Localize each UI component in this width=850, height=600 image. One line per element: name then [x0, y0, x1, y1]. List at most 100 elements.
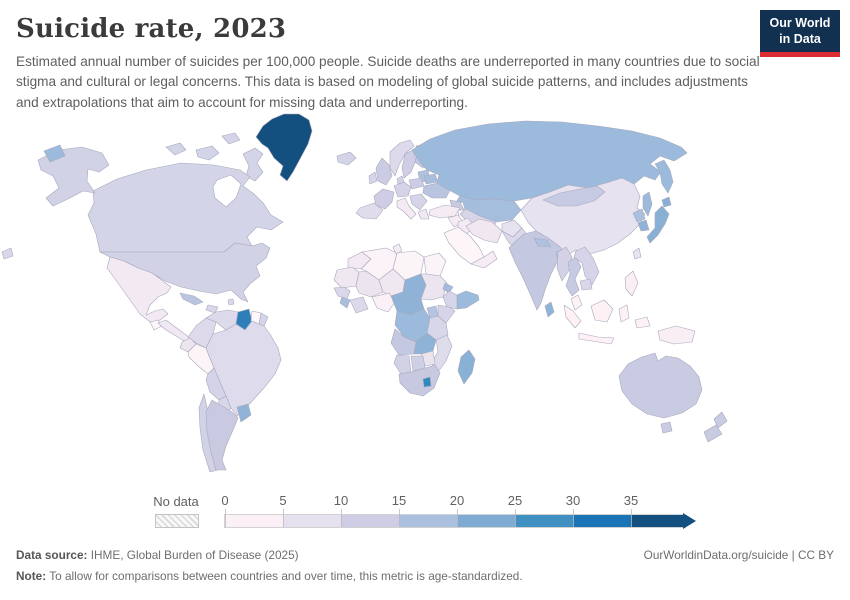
owid-logo-line1: Our World	[769, 16, 831, 30]
region-map-edge-fragment[interactable]	[1, 247, 14, 260]
legend-bin-35+[interactable]	[631, 515, 683, 527]
region-italy[interactable]	[396, 197, 417, 220]
region-myanmar[interactable]	[556, 246, 573, 282]
region-canada-arctic-islands[interactable]	[242, 147, 264, 182]
note-label: Note:	[16, 568, 47, 583]
region-indonesia-sumatra[interactable]	[563, 304, 582, 329]
chart-header: Suicide rate, 2023 Estimated annual numb…	[0, 0, 850, 113]
attribution-link[interactable]: OurWorldinData.org/suicide | CC BY	[643, 548, 834, 562]
owid-logo[interactable]: Our World in Data	[760, 10, 840, 57]
region-greenland[interactable]	[255, 113, 313, 182]
region-nigeria[interactable]	[371, 292, 396, 313]
region-alaska[interactable]	[37, 146, 110, 207]
legend-bin-30-35[interactable]	[573, 515, 631, 527]
region-central-america[interactable]	[157, 319, 191, 343]
region-japan[interactable]	[646, 205, 670, 244]
region-spain-portugal[interactable]	[355, 202, 384, 220]
region-south-korea[interactable]	[637, 219, 650, 232]
region-south-africa[interactable]	[398, 364, 441, 397]
legend-tick-label-30: 30	[565, 493, 581, 508]
world-choropleth-map	[1, 113, 728, 473]
legend-bin-5-10[interactable]	[283, 515, 341, 527]
region-indonesia-borneo[interactable]	[590, 299, 614, 323]
no-data-swatch[interactable]	[155, 514, 199, 528]
region-thailand[interactable]	[565, 256, 582, 297]
region-mongolia[interactable]	[542, 185, 606, 207]
region-caribbean-islands[interactable]	[227, 298, 235, 306]
region-sudan[interactable]	[420, 273, 448, 301]
region-french-guiana[interactable]	[258, 312, 269, 327]
legend-bin-10-15[interactable]	[341, 515, 399, 527]
region-belarus[interactable]	[423, 173, 439, 185]
region-united-kingdom[interactable]	[375, 157, 393, 186]
region-central-europe[interactable]	[393, 181, 412, 198]
region-australia[interactable]	[618, 352, 703, 419]
region-somalia[interactable]	[456, 290, 480, 310]
region-north-korea[interactable]	[632, 208, 646, 223]
legend-bar	[224, 514, 684, 528]
region-canada-arctic-islands[interactable]	[195, 145, 220, 161]
note-value: To allow for comparisons between countri…	[46, 568, 523, 583]
region-guinea[interactable]	[339, 296, 351, 309]
legend-bin-20-25[interactable]	[457, 515, 515, 527]
region-west-africa-coast[interactable]	[349, 296, 369, 314]
region-india[interactable]	[508, 230, 567, 311]
region-mozambique[interactable]	[430, 334, 453, 373]
region-sakhalin[interactable]	[642, 191, 653, 217]
region-indonesia-sulawesi[interactable]	[618, 304, 630, 323]
region-madagascar[interactable]	[457, 349, 476, 385]
region-mauritania[interactable]	[333, 266, 360, 289]
legend-tick-mark	[457, 509, 458, 527]
no-data-label: No data	[153, 494, 199, 509]
page-title: Suicide rate, 2023	[16, 14, 287, 44]
region-namibia[interactable]	[393, 354, 412, 375]
region-bolivia[interactable]	[205, 367, 227, 401]
region-senegal[interactable]	[333, 286, 351, 300]
note-line: Note: To allow for comparisons between c…	[16, 566, 523, 587]
region-kamchatka[interactable]	[654, 159, 674, 194]
region-ireland[interactable]	[368, 171, 378, 185]
region-mexico[interactable]	[106, 256, 172, 323]
region-brazil[interactable]	[205, 320, 282, 417]
region-southeast-europe[interactable]	[409, 193, 428, 211]
region-new-zealand-south[interactable]	[703, 424, 723, 443]
region-uruguay[interactable]	[236, 403, 252, 423]
region-poland[interactable]	[408, 177, 425, 190]
region-canada-arctic-islands[interactable]	[221, 132, 241, 145]
region-russia[interactable]	[411, 120, 688, 202]
region-nepal[interactable]	[533, 237, 552, 248]
region-new-guinea[interactable]	[657, 325, 696, 345]
region-chukotka[interactable]	[43, 144, 66, 163]
world-map-container	[0, 106, 850, 495]
region-taiwan[interactable]	[632, 247, 642, 260]
region-argentina[interactable]	[205, 399, 239, 471]
legend-tick-label-20: 20	[449, 493, 465, 508]
region-iceland[interactable]	[336, 151, 357, 166]
legend-tick-label-35: 35	[623, 493, 639, 508]
region-cambodia[interactable]	[579, 278, 593, 291]
region-egypt[interactable]	[423, 252, 447, 277]
legend-bin-25-30[interactable]	[515, 515, 573, 527]
region-kenya[interactable]	[437, 304, 456, 324]
region-colombia[interactable]	[187, 317, 217, 349]
region-lesotho[interactable]	[422, 376, 432, 388]
region-tasmania[interactable]	[660, 421, 673, 434]
region-indonesia-java[interactable]	[578, 332, 615, 345]
region-japan-hokkaido[interactable]	[661, 196, 672, 208]
legend-bin-15-20[interactable]	[399, 515, 457, 527]
legend-bin-0-5[interactable]	[225, 515, 283, 527]
region-tunisia[interactable]	[392, 243, 403, 255]
legend-tick-mark	[631, 509, 632, 527]
region-laos-vietnam[interactable]	[573, 246, 600, 286]
region-philippines[interactable]	[624, 270, 639, 297]
region-yemen-oman[interactable]	[470, 250, 498, 269]
region-iran[interactable]	[465, 218, 503, 244]
legend-tick-mark	[515, 509, 516, 527]
region-canada-arctic-islands[interactable]	[165, 142, 187, 156]
region-cuba[interactable]	[179, 292, 204, 306]
region-sri-lanka[interactable]	[544, 301, 555, 318]
region-new-zealand-north[interactable]	[713, 411, 728, 429]
region-malaysia[interactable]	[570, 294, 583, 311]
region-greece[interactable]	[417, 208, 430, 220]
region-indonesia-east[interactable]	[634, 316, 651, 329]
